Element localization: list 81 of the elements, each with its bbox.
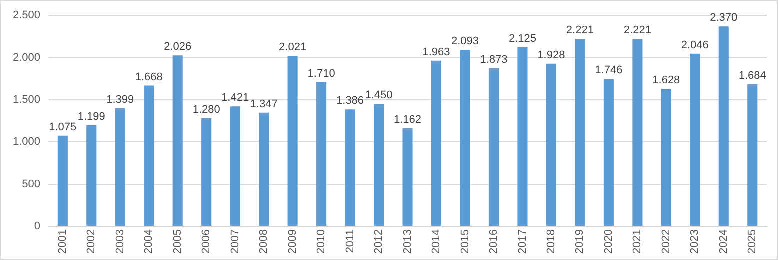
y-tick-label: 500 [22,178,41,190]
data-label: 2.046 [681,39,709,52]
x-tick-label: 2020 [602,230,615,254]
bar [259,112,270,226]
bar [86,125,97,226]
data-label: 1.386 [336,95,364,108]
x-tick-label: 2013 [402,230,414,254]
data-label: 1.280 [192,104,220,116]
x-tick-label: 2018 [545,230,558,254]
x-tick-label: 2004 [143,230,156,254]
bar [546,64,556,226]
bar [518,47,528,226]
bar [402,128,413,226]
data-label: 1.873 [480,54,508,66]
y-tick-label: 0 [34,220,41,233]
data-label: 1.628 [652,74,680,87]
bar [316,82,327,226]
x-tick-label: 2008 [258,230,270,254]
x-tick-label: 2006 [200,230,213,254]
bar [718,26,729,226]
data-label: 1.199 [78,110,106,123]
bar [748,84,758,226]
data-label: 1.684 [738,70,766,82]
data-label: 1.746 [595,64,623,77]
x-tick-label: 2014 [430,230,443,254]
bar [288,56,298,226]
data-label: 1.421 [222,92,250,104]
x-tick-label: 2016 [488,230,500,254]
data-label: 2.026 [164,41,192,54]
x-tick-label: 2011 [344,230,356,254]
bar [345,110,356,226]
bar [230,106,240,226]
x-tick-label: 2010 [316,230,328,254]
x-tick-label: 2021 [632,230,644,254]
data-label: 1.668 [135,71,163,84]
x-tick-label: 2023 [689,230,702,254]
bar [632,39,643,226]
bar [460,50,470,226]
data-label: 1.963 [422,46,450,58]
bar [488,68,500,226]
data-label: 2.021 [279,42,307,54]
bar [431,60,442,226]
data-label: 1.928 [538,49,566,62]
data-label: 2.093 [451,35,480,48]
data-label: 1.450 [365,90,393,102]
data-label: 1.710 [308,68,336,80]
x-tick-label: 2007 [229,230,242,254]
bar [115,108,126,226]
y-tick-label: 1.500 [12,94,41,106]
data-label: 2.370 [710,12,738,24]
x-tick-label: 2001 [56,230,69,254]
x-tick-label: 2022 [660,230,672,254]
x-tick-label: 2024 [718,230,730,254]
y-tick-label: 2.500 [12,10,41,22]
x-tick-label: 2019 [574,230,586,254]
bar [144,86,154,226]
x-tick-label: 2017 [516,230,529,254]
x-tick-label: 2012 [373,230,386,254]
data-label: 1.347 [250,98,278,110]
x-tick-label: 2025 [746,230,759,254]
x-tick-label: 2002 [86,230,98,254]
data-label: 2.125 [508,32,536,45]
x-tick-label: 2003 [114,230,126,254]
data-label: 1.075 [49,121,77,134]
bar [202,118,212,226]
data-label: 2.221 [566,24,594,37]
x-tick-label: 2009 [286,230,299,254]
bar [58,136,68,226]
bar [661,89,672,226]
data-label: 2.221 [624,24,652,37]
x-tick-label: 2015 [459,230,472,254]
bar [172,56,183,226]
bar [604,79,614,226]
y-tick-label: 2.000 [12,52,41,64]
x-tick-label: 2005 [172,230,184,254]
data-label: 1.162 [394,114,422,126]
data-label: 1.399 [106,94,134,106]
bar [690,54,700,226]
bar [575,39,586,226]
y-tick-label: 1.000 [12,136,41,148]
bar [374,104,384,226]
